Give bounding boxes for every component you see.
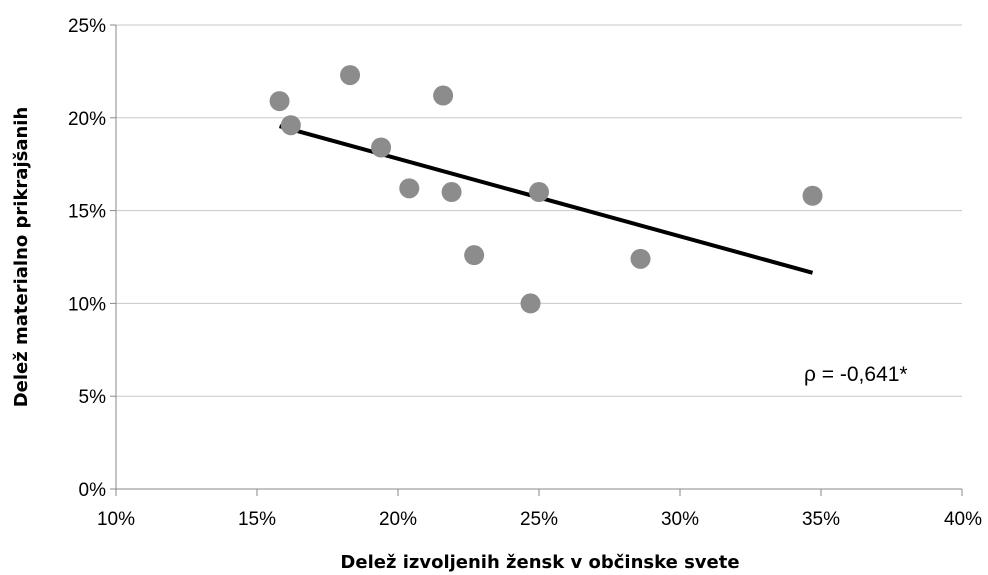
y-tick-label: 0% — [79, 480, 107, 501]
x-tick-label: 20% — [379, 509, 417, 530]
axes — [110, 24, 963, 496]
data-point — [269, 91, 290, 112]
x-tick-label: 30% — [661, 509, 699, 530]
data-point — [802, 185, 823, 206]
x-tick-label: 15% — [238, 509, 276, 530]
data-point — [529, 182, 549, 203]
x-tick-label: 40% — [944, 509, 982, 530]
x-tick-label: 35% — [802, 509, 840, 530]
x-tick-label: 10% — [97, 509, 135, 530]
data-point — [340, 65, 361, 86]
trendline — [279, 124, 814, 275]
y-tick-label: 10% — [68, 294, 106, 315]
data-point — [464, 245, 485, 266]
data-point — [371, 137, 392, 158]
data-point — [433, 85, 454, 106]
y-tick-labels: 0% 5% 10% 15% 20% 25% — [68, 16, 106, 501]
x-tick-label: 25% — [520, 509, 558, 530]
y-tick-label: 25% — [68, 16, 106, 37]
data-point — [399, 178, 420, 199]
y-tick-label: 15% — [68, 202, 106, 223]
correlation-annotation: ρ = -0,641* — [804, 363, 908, 386]
data-point — [441, 182, 462, 203]
trendline-group — [279, 124, 814, 275]
data-point — [630, 248, 651, 269]
y-axis-title: Delež materialno prikrajšanih — [11, 107, 32, 408]
data-point — [520, 293, 541, 314]
x-tick-labels: 10% 15% 20% 25% 30% 35% 40% — [97, 509, 982, 530]
gridlines — [116, 24, 962, 397]
data-points — [269, 65, 823, 314]
x-axis-title: Delež izvoljenih žensk v občinske svete — [340, 552, 739, 573]
data-point — [280, 115, 301, 136]
y-tick-label: 5% — [79, 387, 107, 408]
y-tick-label: 20% — [68, 109, 106, 130]
